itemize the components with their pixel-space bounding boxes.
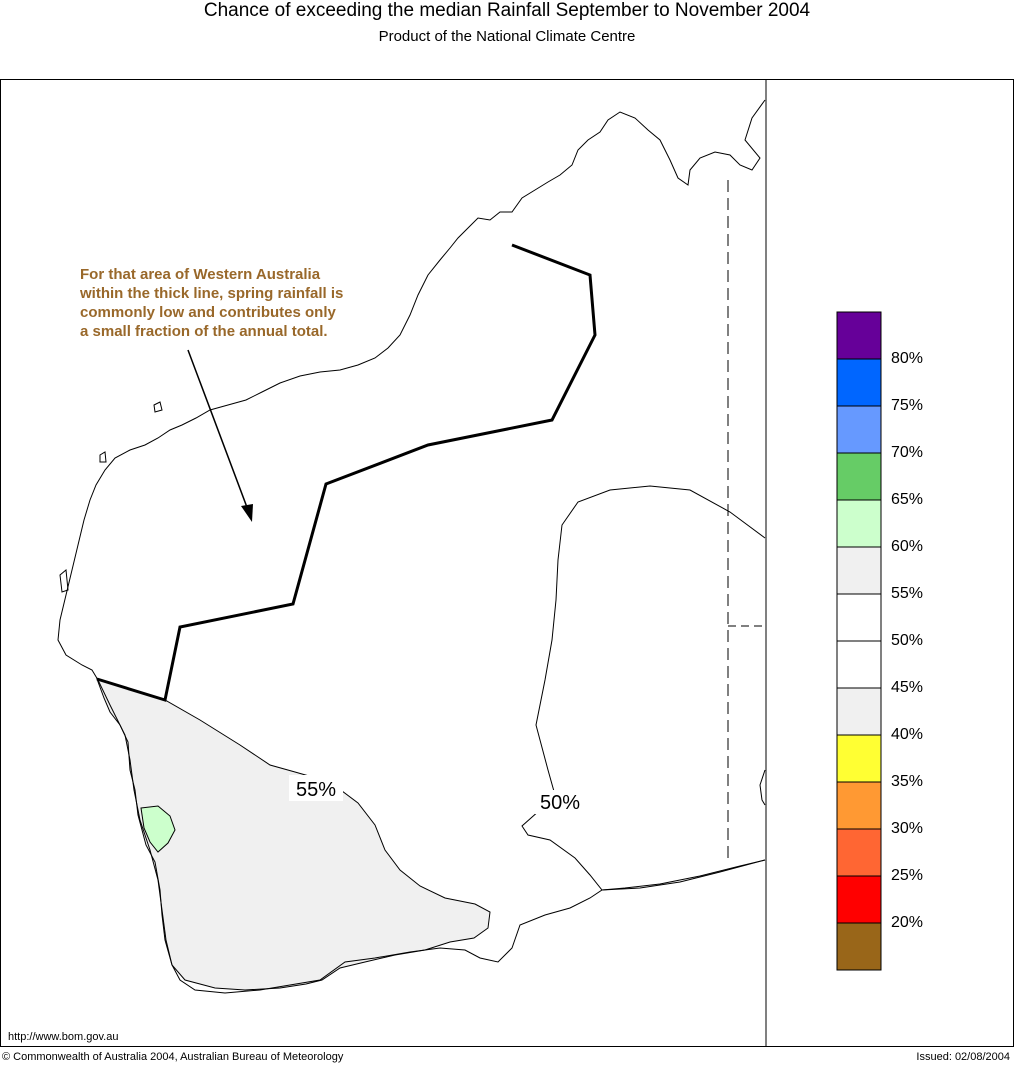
low-rainfall-boundary [96,243,597,702]
map-title: Chance of exceeding the median Rainfall … [203,0,811,21]
legend-label-25: 25% [891,867,924,884]
legend-label-45: 45% [891,679,924,696]
contour-label-50: 50% [540,792,580,814]
legend-swatch [836,452,882,501]
annotation-arrow [187,349,249,511]
region-55-60 [96,678,491,991]
contour-label-55: 55% [296,779,336,801]
legend-label-50: 50% [891,632,924,649]
arrow-head [241,504,253,522]
annotation-line: within the thick line, spring rainfall i… [80,285,344,302]
annotation-line: a small fraction of the annual total. [80,323,328,340]
legend-swatch [836,734,882,783]
legend-swatches [836,311,882,971]
legend-label-20: 20% [891,914,924,931]
source-url[interactable]: http://www.bom.gov.au [8,1031,119,1043]
legend-label-75: 75% [891,397,924,414]
legend-swatch [836,640,882,689]
legend-label-55: 55% [891,585,924,602]
coastline-islands [59,401,766,806]
contour-50-south [601,859,766,891]
copyright-notice: © Commonwealth of Australia 2004, Austra… [2,1051,344,1063]
legend-label-35: 35% [891,773,924,790]
legend-swatch [836,687,882,736]
legend-label-30: 30% [891,820,924,837]
contour-50 [521,485,766,891]
legend-label-80: 80% [891,350,924,367]
legend-swatch [836,828,882,877]
legend-swatch [836,546,882,595]
coastline [57,99,766,994]
legend-swatch [836,922,882,971]
legend-label-40: 40% [891,726,924,743]
legend-swatch [836,358,882,407]
legend-swatch [836,499,882,548]
legend-swatch [836,405,882,454]
legend-swatch [836,781,882,830]
annotation-line: For that area of Western Australia [80,266,321,283]
map-subtitle: Product of the National Climate Centre [378,28,636,45]
legend-swatch [836,311,882,360]
legend-swatch [836,875,882,924]
legend-swatch [836,593,882,642]
label-50-bg [535,790,587,814]
legend-label-60: 60% [891,538,924,555]
issued-date: Issued: 02/08/2004 [916,1051,1010,1063]
label-55-bg [289,775,343,801]
legend-label-65: 65% [891,491,924,508]
region-60-65 [140,805,176,853]
legend-label-70: 70% [891,444,924,461]
annotation-line: commonly low and contributes only [80,304,336,321]
map-frame: 55% 50% [0,79,1014,1047]
annotation-text: For that area of Western Australia withi… [80,265,380,341]
